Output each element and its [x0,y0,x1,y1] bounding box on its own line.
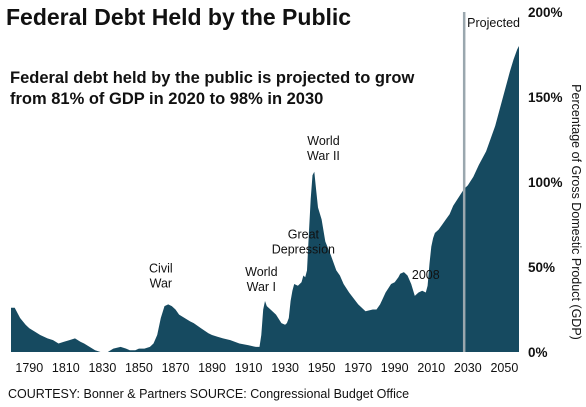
annotation-label: War I [247,280,276,294]
x-tick-label: 1950 [308,361,336,375]
y-tick-label: 100% [528,175,563,190]
x-tick-label: 1990 [381,361,409,375]
annotation-label: War [150,276,172,290]
source-credit: COURTESY: Bonner & Partners SOURCE: Cong… [8,387,410,401]
y-tick-label: 50% [528,260,555,275]
x-tick-label: 1790 [15,361,43,375]
projection-label: Projected [467,16,520,30]
chart-title: Federal Debt Held by the Public [6,4,352,30]
x-tick-label: 2030 [454,361,482,375]
y-tick-label: 150% [528,90,563,105]
x-tick-label: 1810 [52,361,80,375]
x-tick-label: 1870 [162,361,190,375]
annotation-label: Civil [149,261,173,275]
y-axis-title: Percentage of Gross Domestic Product (GD… [569,84,583,340]
y-tick-label: 200% [528,5,563,20]
annotation-label: World [245,265,277,279]
y-axis: 0% 50% 100% 150% 200% [528,5,563,360]
annotation-label: Depression [272,242,335,256]
annotation-label: War II [307,149,340,163]
x-tick-label: 1910 [235,361,263,375]
y-tick-label: 0% [528,345,548,360]
x-tick-label: 1970 [344,361,372,375]
x-tick-label: 2010 [417,361,445,375]
annotation-label: World [307,134,339,148]
x-axis: 1790 1810 1830 1850 1870 1890 1910 1930 1950 1970… [15,361,518,375]
x-tick-label: 1830 [88,361,116,375]
area-layer [11,46,519,352]
x-tick-label: 1930 [271,361,299,375]
x-tick-label: 2050 [490,361,518,375]
x-tick-label: 1890 [198,361,226,375]
chart-subtitle: Federal debt held by the public is proje… [10,69,415,108]
x-tick-label: 1850 [125,361,153,375]
annotation-label: Great [288,227,320,241]
annotation-label: 2008 [412,268,440,282]
debt-area [11,46,519,352]
